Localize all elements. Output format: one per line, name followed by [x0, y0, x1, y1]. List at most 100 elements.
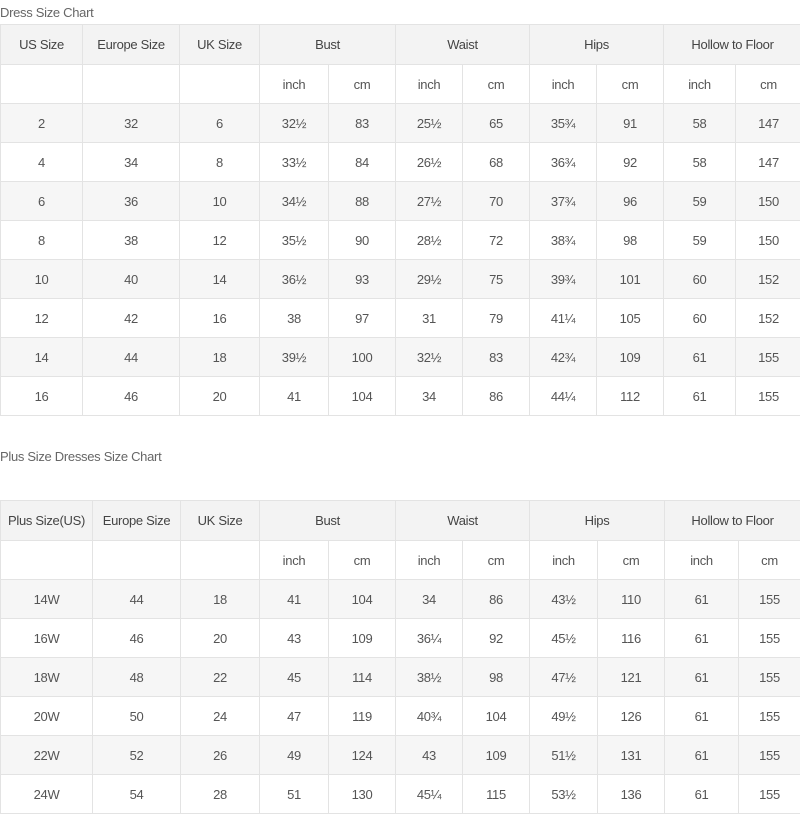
table-cell: 14W — [1, 580, 93, 619]
empty-cell — [1, 541, 93, 580]
table-cell: 10 — [1, 260, 83, 299]
table-cell: 34 — [396, 580, 463, 619]
table-cell: 97 — [329, 299, 396, 338]
table-cell: 44 — [83, 338, 180, 377]
table-cell: 155 — [736, 338, 800, 377]
table-cell: 8 — [180, 143, 260, 182]
table-cell: 42 — [83, 299, 180, 338]
table-cell: 31 — [396, 299, 463, 338]
table-cell: 10 — [180, 182, 260, 221]
empty-cell — [181, 541, 260, 580]
table-cell: 126 — [598, 697, 665, 736]
table-cell: 61 — [665, 580, 739, 619]
table-cell: 86 — [463, 377, 530, 416]
table-cell: 16W — [1, 619, 93, 658]
table-cell: 58 — [664, 104, 736, 143]
unit-label: inch — [664, 65, 736, 104]
table-cell: 32½ — [260, 104, 329, 143]
table-cell: 136 — [598, 775, 665, 814]
table-cell: 20W — [1, 697, 93, 736]
table-cell: 155 — [739, 775, 800, 814]
table-cell: 155 — [736, 377, 800, 416]
unit-label: cm — [329, 65, 396, 104]
table-cell: 20 — [180, 377, 260, 416]
unit-label: cm — [463, 65, 530, 104]
table-cell: 114 — [329, 658, 396, 697]
table-cell: 24W — [1, 775, 93, 814]
table-cell: 36 — [83, 182, 180, 221]
column-header: Hips — [530, 501, 665, 541]
table-cell: 40¾ — [396, 697, 463, 736]
table-cell: 50 — [93, 697, 181, 736]
table-cell: 43 — [396, 736, 463, 775]
table-cell: 98 — [597, 221, 664, 260]
table-cell: 45½ — [530, 619, 598, 658]
table-cell: 18 — [181, 580, 260, 619]
table-cell: 109 — [463, 736, 530, 775]
empty-cell — [1, 65, 83, 104]
table-cell: 110 — [598, 580, 665, 619]
table-cell: 8 — [1, 221, 83, 260]
table-cell: 12 — [180, 221, 260, 260]
table-cell: 34 — [83, 143, 180, 182]
table-cell: 49½ — [530, 697, 598, 736]
table-cell: 41¼ — [530, 299, 597, 338]
unit-label: inch — [665, 541, 739, 580]
table-cell: 65 — [463, 104, 530, 143]
unit-label: cm — [463, 541, 530, 580]
table-cell: 72 — [463, 221, 530, 260]
table-cell: 45 — [260, 658, 329, 697]
table-cell: 86 — [463, 580, 530, 619]
table-cell: 61 — [665, 775, 739, 814]
table-cell: 61 — [664, 377, 736, 416]
table-cell: 130 — [329, 775, 396, 814]
table-cell: 39¾ — [530, 260, 597, 299]
table-cell: 51 — [260, 775, 329, 814]
empty-cell — [93, 541, 181, 580]
column-header: Waist — [396, 501, 530, 541]
table-cell: 36¾ — [530, 143, 597, 182]
table-cell: 29½ — [396, 260, 463, 299]
table-cell: 104 — [329, 580, 396, 619]
table-cell: 119 — [329, 697, 396, 736]
table-cell: 112 — [597, 377, 664, 416]
table-cell: 27½ — [396, 182, 463, 221]
table-cell: 46 — [83, 377, 180, 416]
table-cell: 54 — [93, 775, 181, 814]
table-cell: 61 — [665, 736, 739, 775]
table-cell: 43½ — [530, 580, 598, 619]
table-cell: 155 — [739, 580, 800, 619]
table-cell: 100 — [329, 338, 396, 377]
table-cell: 16 — [1, 377, 83, 416]
table-cell: 22 — [181, 658, 260, 697]
table-cell: 93 — [329, 260, 396, 299]
table-cell: 61 — [665, 697, 739, 736]
table-cell: 115 — [463, 775, 530, 814]
table-cell: 44¼ — [530, 377, 597, 416]
table-cell: 39½ — [260, 338, 329, 377]
table-cell: 32 — [83, 104, 180, 143]
table-cell: 109 — [597, 338, 664, 377]
table-cell: 58 — [664, 143, 736, 182]
table-cell: 79 — [463, 299, 530, 338]
unit-label: inch — [396, 541, 463, 580]
column-header: US Size — [1, 25, 83, 65]
table-cell: 88 — [329, 182, 396, 221]
table-cell: 41 — [260, 580, 329, 619]
empty-cell — [83, 65, 180, 104]
table-cell: 33½ — [260, 143, 329, 182]
table-cell: 22W — [1, 736, 93, 775]
table-cell: 34½ — [260, 182, 329, 221]
table-cell: 104 — [463, 697, 530, 736]
table-cell: 43 — [260, 619, 329, 658]
table-cell: 90 — [329, 221, 396, 260]
plus-size-chart-title: Plus Size Dresses Size Chart — [0, 449, 161, 464]
